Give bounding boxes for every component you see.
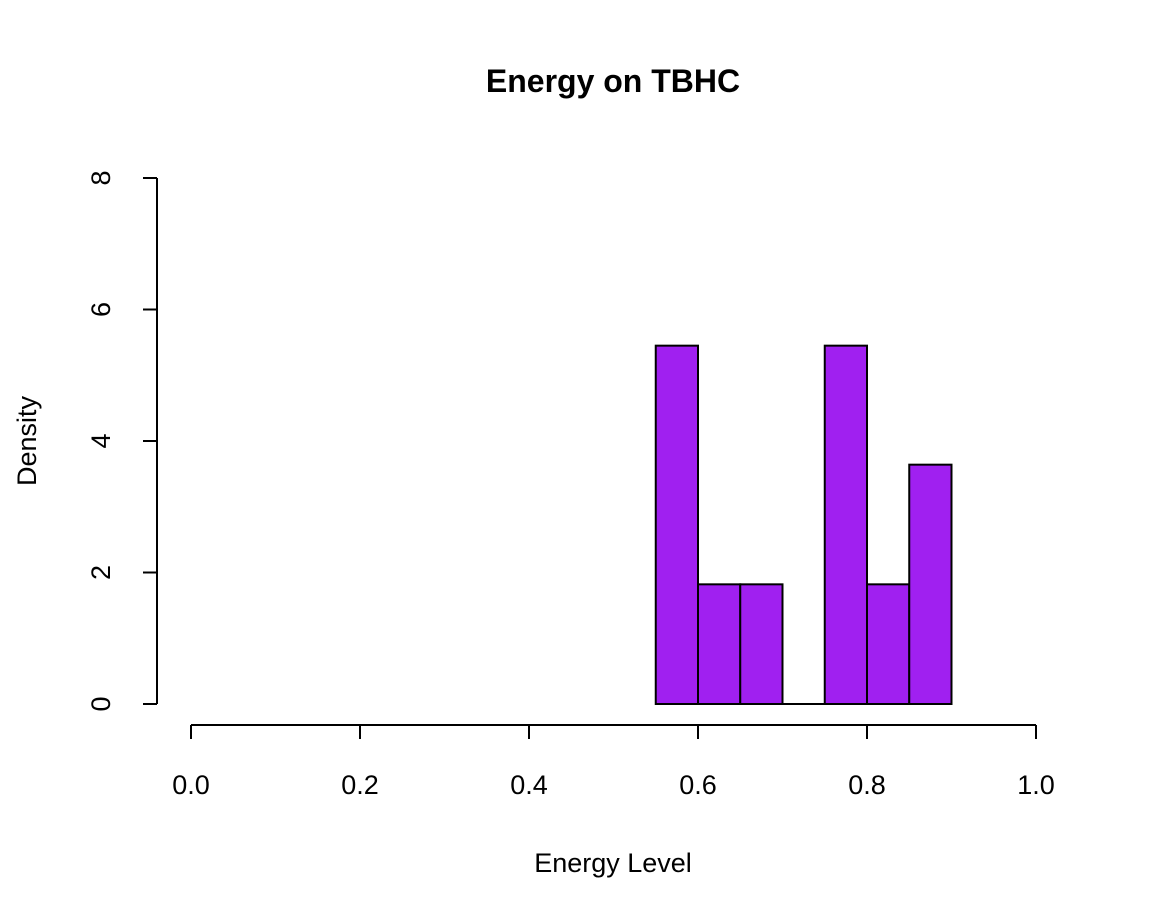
- x-axis-title: Energy Level: [534, 848, 692, 878]
- y-axis-title: Density: [12, 395, 42, 486]
- y-tick-label: 2: [86, 565, 116, 580]
- histogram-bar: [823, 344, 868, 705]
- x-tick-label: 0.8: [848, 770, 886, 800]
- y-tick-label: 6: [86, 302, 116, 317]
- x-axis: 0.0 0.2 0.4 0.6 0.8 1.0: [172, 724, 1055, 800]
- y-axis: 0 2 4 6 8: [86, 170, 158, 712]
- x-tick-label: 0.0: [172, 770, 210, 800]
- histogram-bars: [654, 344, 953, 706]
- histogram-bar: [908, 463, 953, 706]
- y-tick-label: 0: [86, 696, 116, 711]
- histogram-bar: [739, 583, 784, 706]
- x-tick-label: 0.2: [341, 770, 379, 800]
- histogram-bar: [866, 583, 911, 706]
- x-tick-label: 0.4: [510, 770, 548, 800]
- y-tick-label: 8: [86, 170, 116, 185]
- histogram-bar: [654, 344, 699, 705]
- x-tick-label: 1.0: [1017, 770, 1055, 800]
- x-tick-label: 0.6: [679, 770, 717, 800]
- histogram-bar: [697, 583, 742, 706]
- y-tick-label: 4: [86, 433, 116, 448]
- chart-title: Energy on TBHC: [486, 63, 740, 99]
